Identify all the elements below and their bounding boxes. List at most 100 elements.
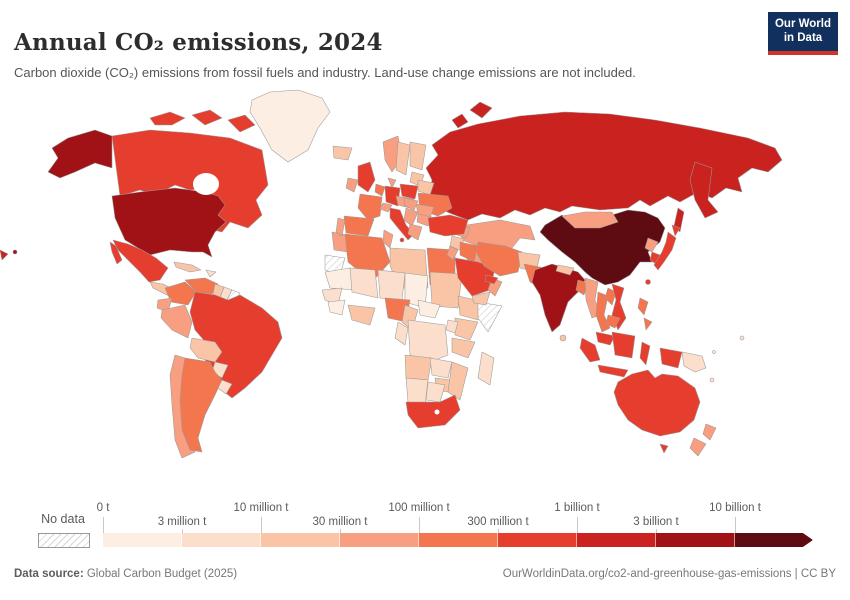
legend-bin-5[interactable] — [498, 533, 577, 547]
world-map-container — [0, 88, 850, 495]
country-france[interactable] — [357, 193, 383, 221]
owid-logo-line2: in Data — [783, 32, 823, 45]
country-portugal[interactable] — [335, 217, 346, 237]
country-russia[interactable] — [425, 111, 783, 221]
country-canada-arctic[interactable] — [149, 101, 279, 133]
country-uruguay[interactable] — [217, 379, 233, 395]
legend-bin-3[interactable] — [340, 533, 419, 547]
country-greenland[interactable] — [249, 89, 331, 163]
country-fiji[interactable] — [739, 335, 745, 341]
country-russia-east-tip[interactable] — [0, 249, 9, 261]
country-iran[interactable] — [475, 241, 523, 277]
country-russia-kamchatka[interactable] — [689, 161, 719, 219]
country-tanzania[interactable] — [451, 337, 476, 359]
country-poland[interactable] — [399, 183, 419, 200]
country-united-kingdom[interactable] — [357, 161, 376, 193]
country-drc[interactable] — [407, 319, 449, 363]
country-madagascar[interactable] — [477, 351, 495, 386]
country-italy-sicily[interactable] — [399, 237, 405, 243]
country-laos[interactable] — [604, 287, 617, 306]
no-data-swatch[interactable] — [38, 533, 90, 548]
country-mongolia[interactable] — [561, 211, 619, 229]
region-benelux[interactable] — [374, 183, 386, 197]
country-zambia[interactable] — [429, 357, 453, 379]
region-hungary-slovakia[interactable] — [403, 197, 419, 211]
country-russia-novaya-zemlya[interactable] — [451, 101, 493, 129]
country-namibia[interactable] — [405, 377, 429, 406]
country-argentina[interactable] — [179, 357, 223, 453]
legend-bin-0[interactable] — [103, 533, 182, 547]
legend-tick-label: 3 million t — [157, 516, 207, 528]
country-mexico[interactable] — [112, 239, 169, 283]
country-bulgaria[interactable] — [416, 213, 433, 227]
country-yemen[interactable] — [471, 291, 491, 306]
legend-bin-8-arrow[interactable] — [735, 533, 813, 547]
legend-bin-4[interactable] — [419, 533, 498, 547]
legend-bin-6[interactable] — [577, 533, 656, 547]
country-ireland[interactable] — [345, 177, 359, 193]
country-sweden[interactable] — [395, 141, 411, 176]
legend-bin-2[interactable] — [261, 533, 340, 547]
country-sudan[interactable] — [429, 271, 463, 309]
country-usa-hawaii[interactable] — [12, 249, 18, 255]
country-russia-sakhalin[interactable] — [673, 207, 685, 233]
owid-logo[interactable]: Our World in Data — [768, 12, 838, 55]
country-cuba[interactable] — [173, 261, 202, 273]
legend-bin-7[interactable] — [656, 533, 735, 547]
country-somalia[interactable] — [477, 301, 503, 333]
country-central-african-republic[interactable] — [417, 299, 441, 319]
region-ivory-coast-ghana[interactable] — [347, 304, 376, 326]
credit-line: OurWorldinData.org/co2-and-greenhouse-ga… — [503, 568, 836, 580]
region-congo-gabon[interactable] — [394, 321, 409, 346]
country-south-africa[interactable] — [405, 394, 461, 429]
country-mali[interactable] — [349, 267, 379, 299]
region-hispaniola[interactable] — [205, 269, 217, 278]
country-japan-hokkaido[interactable] — [671, 224, 681, 237]
country-mexico-baja[interactable] — [109, 241, 123, 265]
country-philippines[interactable] — [637, 297, 653, 331]
legend-tick-label: 0 t — [96, 502, 110, 514]
country-angola[interactable] — [404, 354, 433, 381]
country-malaysia[interactable] — [595, 331, 616, 346]
country-uganda[interactable] — [445, 319, 459, 334]
country-botswana[interactable] — [425, 381, 446, 403]
country-australia[interactable] — [613, 369, 701, 437]
region-new-caledonia[interactable] — [709, 377, 715, 383]
country-mozambique[interactable] — [447, 361, 469, 401]
country-taiwan[interactable] — [645, 279, 651, 285]
region-guinea[interactable] — [327, 299, 346, 316]
credit-link[interactable]: OurWorldinData.org/co2-and-greenhouse-ga… — [502, 568, 836, 580]
country-niger[interactable] — [377, 269, 406, 301]
country-papua-new-guinea[interactable] — [681, 351, 707, 373]
country-germany[interactable] — [384, 185, 401, 207]
country-switzerland[interactable] — [379, 202, 393, 213]
country-solomon-islands[interactable] — [712, 350, 716, 354]
region-uae-qatar[interactable] — [484, 274, 499, 285]
region-balkans[interactable] — [403, 207, 419, 227]
country-greece[interactable] — [407, 223, 423, 241]
country-india[interactable] — [531, 263, 586, 333]
chart-subtitle: Carbon dioxide (CO₂) emissions from foss… — [14, 65, 636, 80]
legend-bin-1[interactable] — [182, 533, 261, 547]
country-japan[interactable] — [653, 231, 677, 271]
country-finland[interactable] — [409, 141, 427, 171]
country-denmark[interactable] — [387, 177, 397, 189]
country-cambodia[interactable] — [605, 314, 621, 329]
country-usa-alaska[interactable] — [47, 129, 113, 179]
country-nepal[interactable] — [555, 264, 575, 276]
country-iceland[interactable] — [332, 145, 353, 161]
country-turkey[interactable] — [427, 214, 469, 237]
country-peru[interactable] — [160, 304, 193, 339]
legend-tick-mark — [182, 529, 183, 533]
country-kenya[interactable] — [454, 317, 479, 341]
country-australia-tasmania[interactable] — [659, 443, 669, 454]
country-spain[interactable] — [343, 215, 375, 237]
country-indonesia[interactable] — [579, 331, 683, 378]
region-jordan-israel[interactable] — [446, 245, 459, 261]
legend-tick-label: 3 billion t — [633, 516, 679, 528]
country-sri-lanka[interactable] — [559, 334, 567, 342]
world-map[interactable] — [0, 88, 850, 495]
country-new-zealand[interactable] — [689, 423, 717, 457]
country-italy[interactable] — [389, 207, 415, 241]
